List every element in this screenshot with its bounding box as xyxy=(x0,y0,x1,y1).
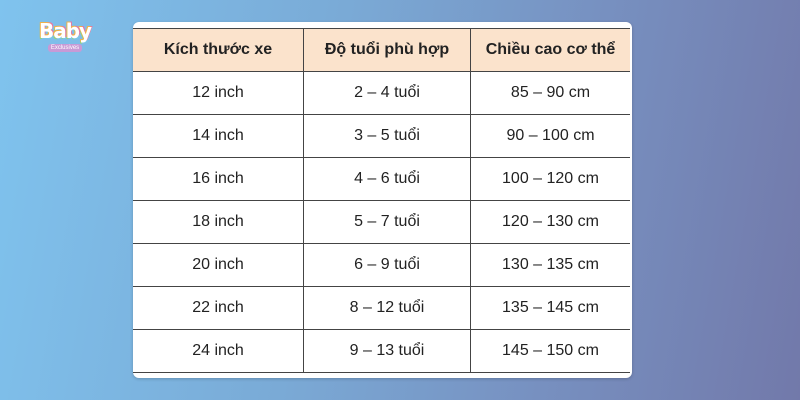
cell-age: 6 – 9 tuổi xyxy=(303,243,471,287)
cell-height: 135 – 145 cm xyxy=(470,286,630,330)
cell-height: 100 – 120 cm xyxy=(470,157,630,201)
cell-age: 3 – 5 tuổi xyxy=(303,114,471,158)
header-height: Chiều cao cơ thể xyxy=(470,28,630,72)
cell-age: 9 – 13 tuổi xyxy=(303,329,471,373)
header-age: Độ tuổi phù hợp xyxy=(303,28,471,72)
header-row: Kích thước xe Độ tuổi phù hợp Chiều cao … xyxy=(133,28,630,72)
cell-bike-size: 16 inch xyxy=(133,157,304,201)
logo-text: Baby xyxy=(38,19,92,43)
cell-bike-size: 18 inch xyxy=(133,200,304,244)
cell-age: 8 – 12 tuổi xyxy=(303,286,471,330)
size-chart-table: Kích thước xe Độ tuổi phù hợp Chiều cao … xyxy=(133,28,630,373)
cell-bike-size: 22 inch xyxy=(133,286,304,330)
cell-height: 130 – 135 cm xyxy=(470,243,630,287)
cell-bike-size: 24 inch xyxy=(133,329,304,373)
table-body: 12 inch 2 – 4 tuổi 85 – 90 cm 14 inch 3 – 5 … xyxy=(133,71,630,373)
table-row: 24 inch 9 – 13 tuổi 145 – 150 cm xyxy=(133,329,630,373)
cell-bike-size: 20 inch xyxy=(133,243,304,287)
cell-age: 2 – 4 tuổi xyxy=(303,71,471,115)
cell-height: 90 – 100 cm xyxy=(470,114,630,158)
cell-age: 4 – 6 tuổi xyxy=(303,157,471,201)
cell-bike-size: 14 inch xyxy=(133,114,304,158)
cell-height: 120 – 130 cm xyxy=(470,200,630,244)
baby-exclusives-logo: Baby Exclusives xyxy=(34,20,96,52)
cell-age: 5 – 7 tuổi xyxy=(303,200,471,244)
table-row: 12 inch 2 – 4 tuổi 85 – 90 cm xyxy=(133,71,630,115)
logo-subtext: Exclusives xyxy=(47,44,83,52)
size-chart-card: Kích thước xe Độ tuổi phù hợp Chiều cao … xyxy=(133,22,632,378)
table-row: 22 inch 8 – 12 tuổi 135 – 145 cm xyxy=(133,286,630,330)
table-row: 18 inch 5 – 7 tuổi 120 – 130 cm xyxy=(133,200,630,244)
header-bike-size: Kích thước xe xyxy=(133,28,304,72)
cell-height: 85 – 90 cm xyxy=(470,71,630,115)
cell-height: 145 – 150 cm xyxy=(470,329,630,373)
table-row: 16 inch 4 – 6 tuổi 100 – 120 cm xyxy=(133,157,630,201)
cell-bike-size: 12 inch xyxy=(133,71,304,115)
table-row: 20 inch 6 – 9 tuổi 130 – 135 cm xyxy=(133,243,630,287)
table-row: 14 inch 3 – 5 tuổi 90 – 100 cm xyxy=(133,114,630,158)
